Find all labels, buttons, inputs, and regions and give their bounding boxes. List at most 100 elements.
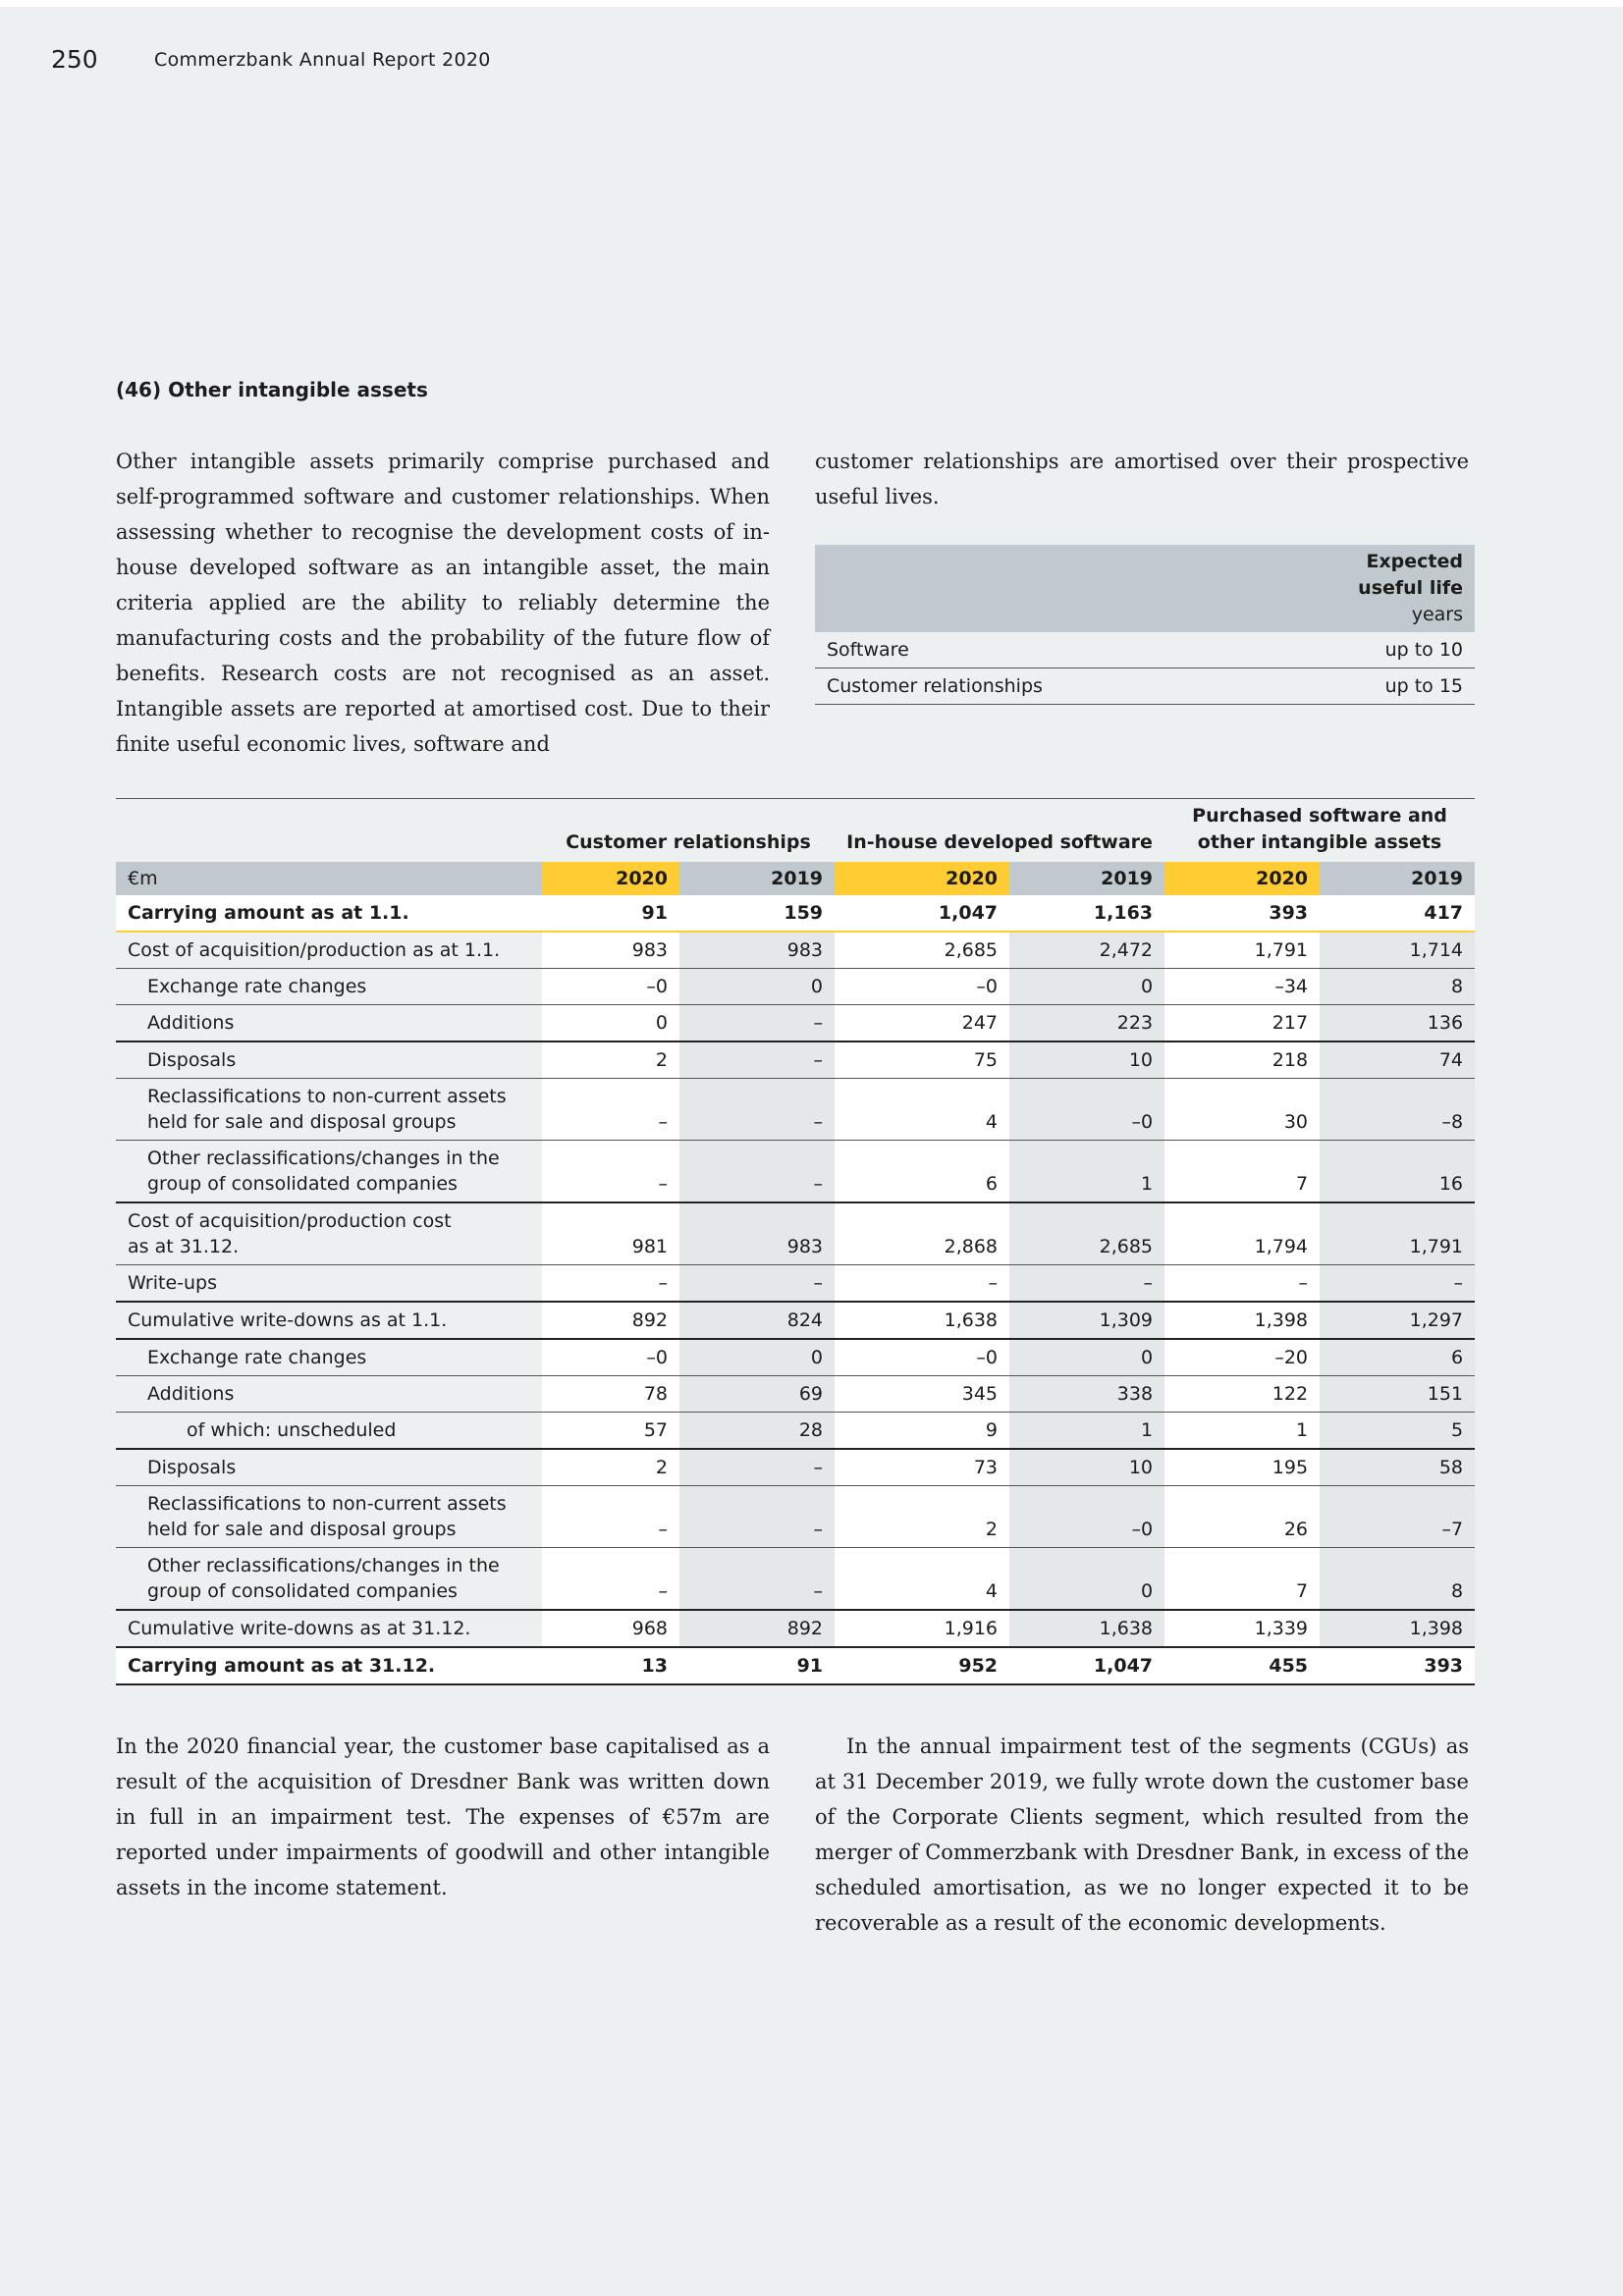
table-cell: –	[542, 1140, 679, 1203]
table-cell: 58	[1320, 1449, 1476, 1486]
table-row: Carrying amount as at 1.1. 91 159 1,047 1,16…	[116, 895, 1476, 933]
year-header: 2020	[835, 862, 1010, 895]
table-cell: 2	[542, 1041, 679, 1079]
row-label: Other reclassifications/changes in the gr…	[116, 1547, 542, 1611]
table-row: Write-ups – – – – – –	[116, 1264, 1476, 1303]
table-cell: –	[679, 1140, 836, 1203]
table-cell: –	[679, 1547, 836, 1611]
table-cell: –	[679, 1004, 836, 1042]
table-cell: –	[542, 1485, 679, 1548]
row-label: Carrying amount as at 31.12.	[116, 1647, 542, 1685]
table-cell: 16	[1320, 1140, 1476, 1203]
closing-paragraph-left: In the 2020 financial year, the customer…	[116, 1735, 770, 1899]
useful-life-header-blank	[815, 545, 1212, 632]
table-cell: 1,791	[1164, 932, 1321, 969]
table-cell: –	[679, 1485, 836, 1548]
table-cell: 0	[679, 1339, 836, 1376]
row-label-line2: held for sale and disposal groups	[147, 1111, 457, 1133]
table-cell: –	[679, 1449, 836, 1486]
table-cell: 2,472	[1009, 932, 1165, 969]
useful-life-row: Software up to 10	[815, 632, 1475, 668]
table-cell: 892	[679, 1610, 836, 1648]
table-cell: 7	[1164, 1140, 1321, 1203]
table-cell: 393	[1164, 895, 1321, 933]
table-row: Additions 78 69 345 338 122 151	[116, 1375, 1476, 1413]
table-cell: –0	[542, 968, 679, 1005]
page-number: 250	[51, 45, 98, 74]
intro-paragraph-right: customer relationships are amortised ove…	[815, 450, 1469, 508]
table-cell: 1,791	[1320, 1202, 1476, 1265]
table-cell: 983	[679, 1202, 836, 1265]
table-cell: –	[1009, 1264, 1165, 1303]
row-label: Reclassifications to non-current assets h…	[116, 1485, 542, 1548]
table-cell: 1,047	[1009, 1647, 1165, 1685]
table-cell: –	[835, 1264, 1010, 1303]
useful-life-table: Expected useful life years Software up t…	[815, 545, 1475, 705]
table-cell: 6	[835, 1140, 1010, 1203]
intangible-assets-table: Customer relationships In-house develope…	[116, 798, 1476, 1685]
table-cell: 0	[1009, 1339, 1165, 1376]
table-cell: 1,794	[1164, 1202, 1321, 1265]
row-label: Cost of acquisition/production cost as at…	[116, 1202, 542, 1265]
table-cell: –7	[1320, 1485, 1476, 1548]
useful-life-label: Customer relationships	[815, 667, 1212, 705]
table-cell: 223	[1009, 1004, 1165, 1042]
table-cell: 968	[542, 1610, 679, 1648]
table-cell: 1,339	[1164, 1610, 1321, 1648]
table-cell: 91	[542, 895, 679, 933]
table-cell: 1,047	[835, 895, 1010, 933]
table-cell: 981	[542, 1202, 679, 1265]
table-cell: –0	[835, 1339, 1010, 1376]
row-label: Reclassifications to non-current assets h…	[116, 1078, 542, 1141]
table-cell: 26	[1164, 1485, 1321, 1548]
row-label: Cumulative write-downs as at 1.1.	[116, 1302, 542, 1340]
table-cell: –	[679, 1264, 836, 1303]
group-header-blank	[116, 798, 542, 862]
group-header-purchased-software: Purchased software and other intangible …	[1164, 798, 1476, 862]
table-cell: 0	[542, 1004, 679, 1042]
table-cell: 69	[679, 1375, 836, 1413]
row-label-line2: held for sale and disposal groups	[147, 1519, 457, 1540]
intro-paragraph-left: Other intangible assets primarily compri…	[116, 450, 770, 756]
top-band	[0, 0, 1623, 7]
table-cell: 1,714	[1320, 932, 1476, 969]
table-cell: 1,163	[1009, 895, 1165, 933]
table-cell: –	[679, 1078, 836, 1141]
row-label: Exchange rate changes	[116, 1339, 542, 1376]
useful-life-value: up to 10	[1211, 632, 1475, 668]
row-label-line1: Other reclassifications/changes in the	[147, 1148, 500, 1169]
row-label: Exchange rate changes	[116, 968, 542, 1005]
table-row: Carrying amount as at 31.12. 13 91 952 1,047…	[116, 1647, 1476, 1685]
table-cell: 10	[1009, 1041, 1165, 1079]
row-label: Carrying amount as at 1.1.	[116, 895, 542, 933]
row-label: Disposals	[116, 1041, 542, 1079]
table-row: Other reclassifications/changes in the gr…	[116, 1547, 1476, 1611]
table-cell: 247	[835, 1004, 1010, 1042]
table-row: Cost of acquisition/production cost as at…	[116, 1202, 1476, 1265]
table-row: Disposals 2–75 10 218 74	[116, 1041, 1476, 1079]
row-label: Additions	[116, 1004, 542, 1042]
useful-life-row: Customer relationships up to 15	[815, 667, 1475, 705]
table-cell: 30	[1164, 1078, 1321, 1141]
row-label: Disposals	[116, 1449, 542, 1486]
table-cell: 195	[1164, 1449, 1321, 1486]
table-cell: 159	[679, 895, 836, 933]
table-cell: 1	[1009, 1412, 1165, 1450]
table-cell: –	[542, 1547, 679, 1611]
table-cell: 1,297	[1320, 1302, 1476, 1340]
table-cell: 78	[542, 1375, 679, 1413]
row-label: Cumulative write-downs as at 31.12.	[116, 1610, 542, 1648]
table-cell: 0	[1009, 1547, 1165, 1611]
table-row: Exchange rate changes –0 0 –0 0 –34 8	[116, 968, 1476, 1005]
row-label-line1: Cost of acquisition/production cost	[128, 1210, 452, 1232]
table-cell: –0	[835, 968, 1010, 1005]
table-cell: 2,685	[835, 932, 1010, 969]
table-cell: –0	[1009, 1078, 1165, 1141]
table-cell: 1,309	[1009, 1302, 1165, 1340]
table-cell: 10	[1009, 1449, 1165, 1486]
group-header-purchased-line2: other intangible assets	[1197, 831, 1442, 853]
row-label-line2: group of consolidated companies	[147, 1173, 458, 1195]
table-cell: 0	[1009, 968, 1165, 1005]
table-cell: –0	[542, 1339, 679, 1376]
table-cell: 151	[1320, 1375, 1476, 1413]
